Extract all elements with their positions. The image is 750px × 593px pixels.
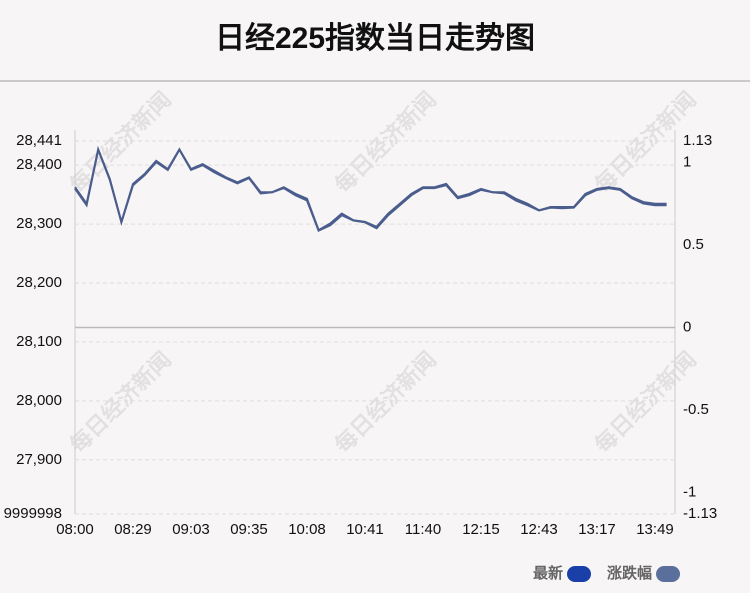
y2-tick-label: 0 xyxy=(683,318,691,335)
x-tick-label: 10:41 xyxy=(346,521,384,538)
x-tick-label: 09:35 xyxy=(230,521,268,538)
x-tick-label: 11:40 xyxy=(405,521,441,538)
x-tick-label: 08:29 xyxy=(114,521,152,538)
legend-label: 最新 xyxy=(533,564,563,582)
y-tick-label: 28,100 xyxy=(16,333,62,350)
x-tick-label: 13:49 xyxy=(636,521,674,538)
y-tick-label: 28,441 xyxy=(16,132,62,149)
legend-swatch xyxy=(567,566,592,582)
y2-tick-label: -1 xyxy=(683,484,696,501)
series-line xyxy=(74,146,667,232)
y-tick-label: 28,400 xyxy=(16,156,62,173)
x-tick-label: 12:15 xyxy=(462,521,500,538)
y2-tick-label: 1.13 xyxy=(683,132,712,149)
y2-tick-label: -0.5 xyxy=(683,401,709,418)
legend-swatch xyxy=(656,566,681,582)
x-tick-label: 09:03 xyxy=(172,521,210,538)
y-tick-label: 28,200 xyxy=(16,274,62,291)
x-tick-label: 12:43 xyxy=(520,521,558,538)
x-tick-label: 10:08 xyxy=(288,521,326,538)
x-tick-label: 13:17 xyxy=(578,521,616,538)
y-tick-label: 28,000 xyxy=(16,392,62,409)
y2-tick-label: -1.13 xyxy=(683,505,717,522)
y-tick-label: 9999998 xyxy=(4,505,62,522)
y-tick-label: 28,300 xyxy=(16,215,62,232)
y-tick-label: 27,900 xyxy=(16,451,62,468)
legend-label: 涨跌幅 xyxy=(607,564,652,582)
y2-tick-label: 1 xyxy=(683,153,691,170)
chart-title: 日经225指数当日走势图 xyxy=(215,21,535,55)
y2-tick-label: 0.5 xyxy=(683,236,704,253)
x-tick-label: 08:00 xyxy=(56,521,94,538)
